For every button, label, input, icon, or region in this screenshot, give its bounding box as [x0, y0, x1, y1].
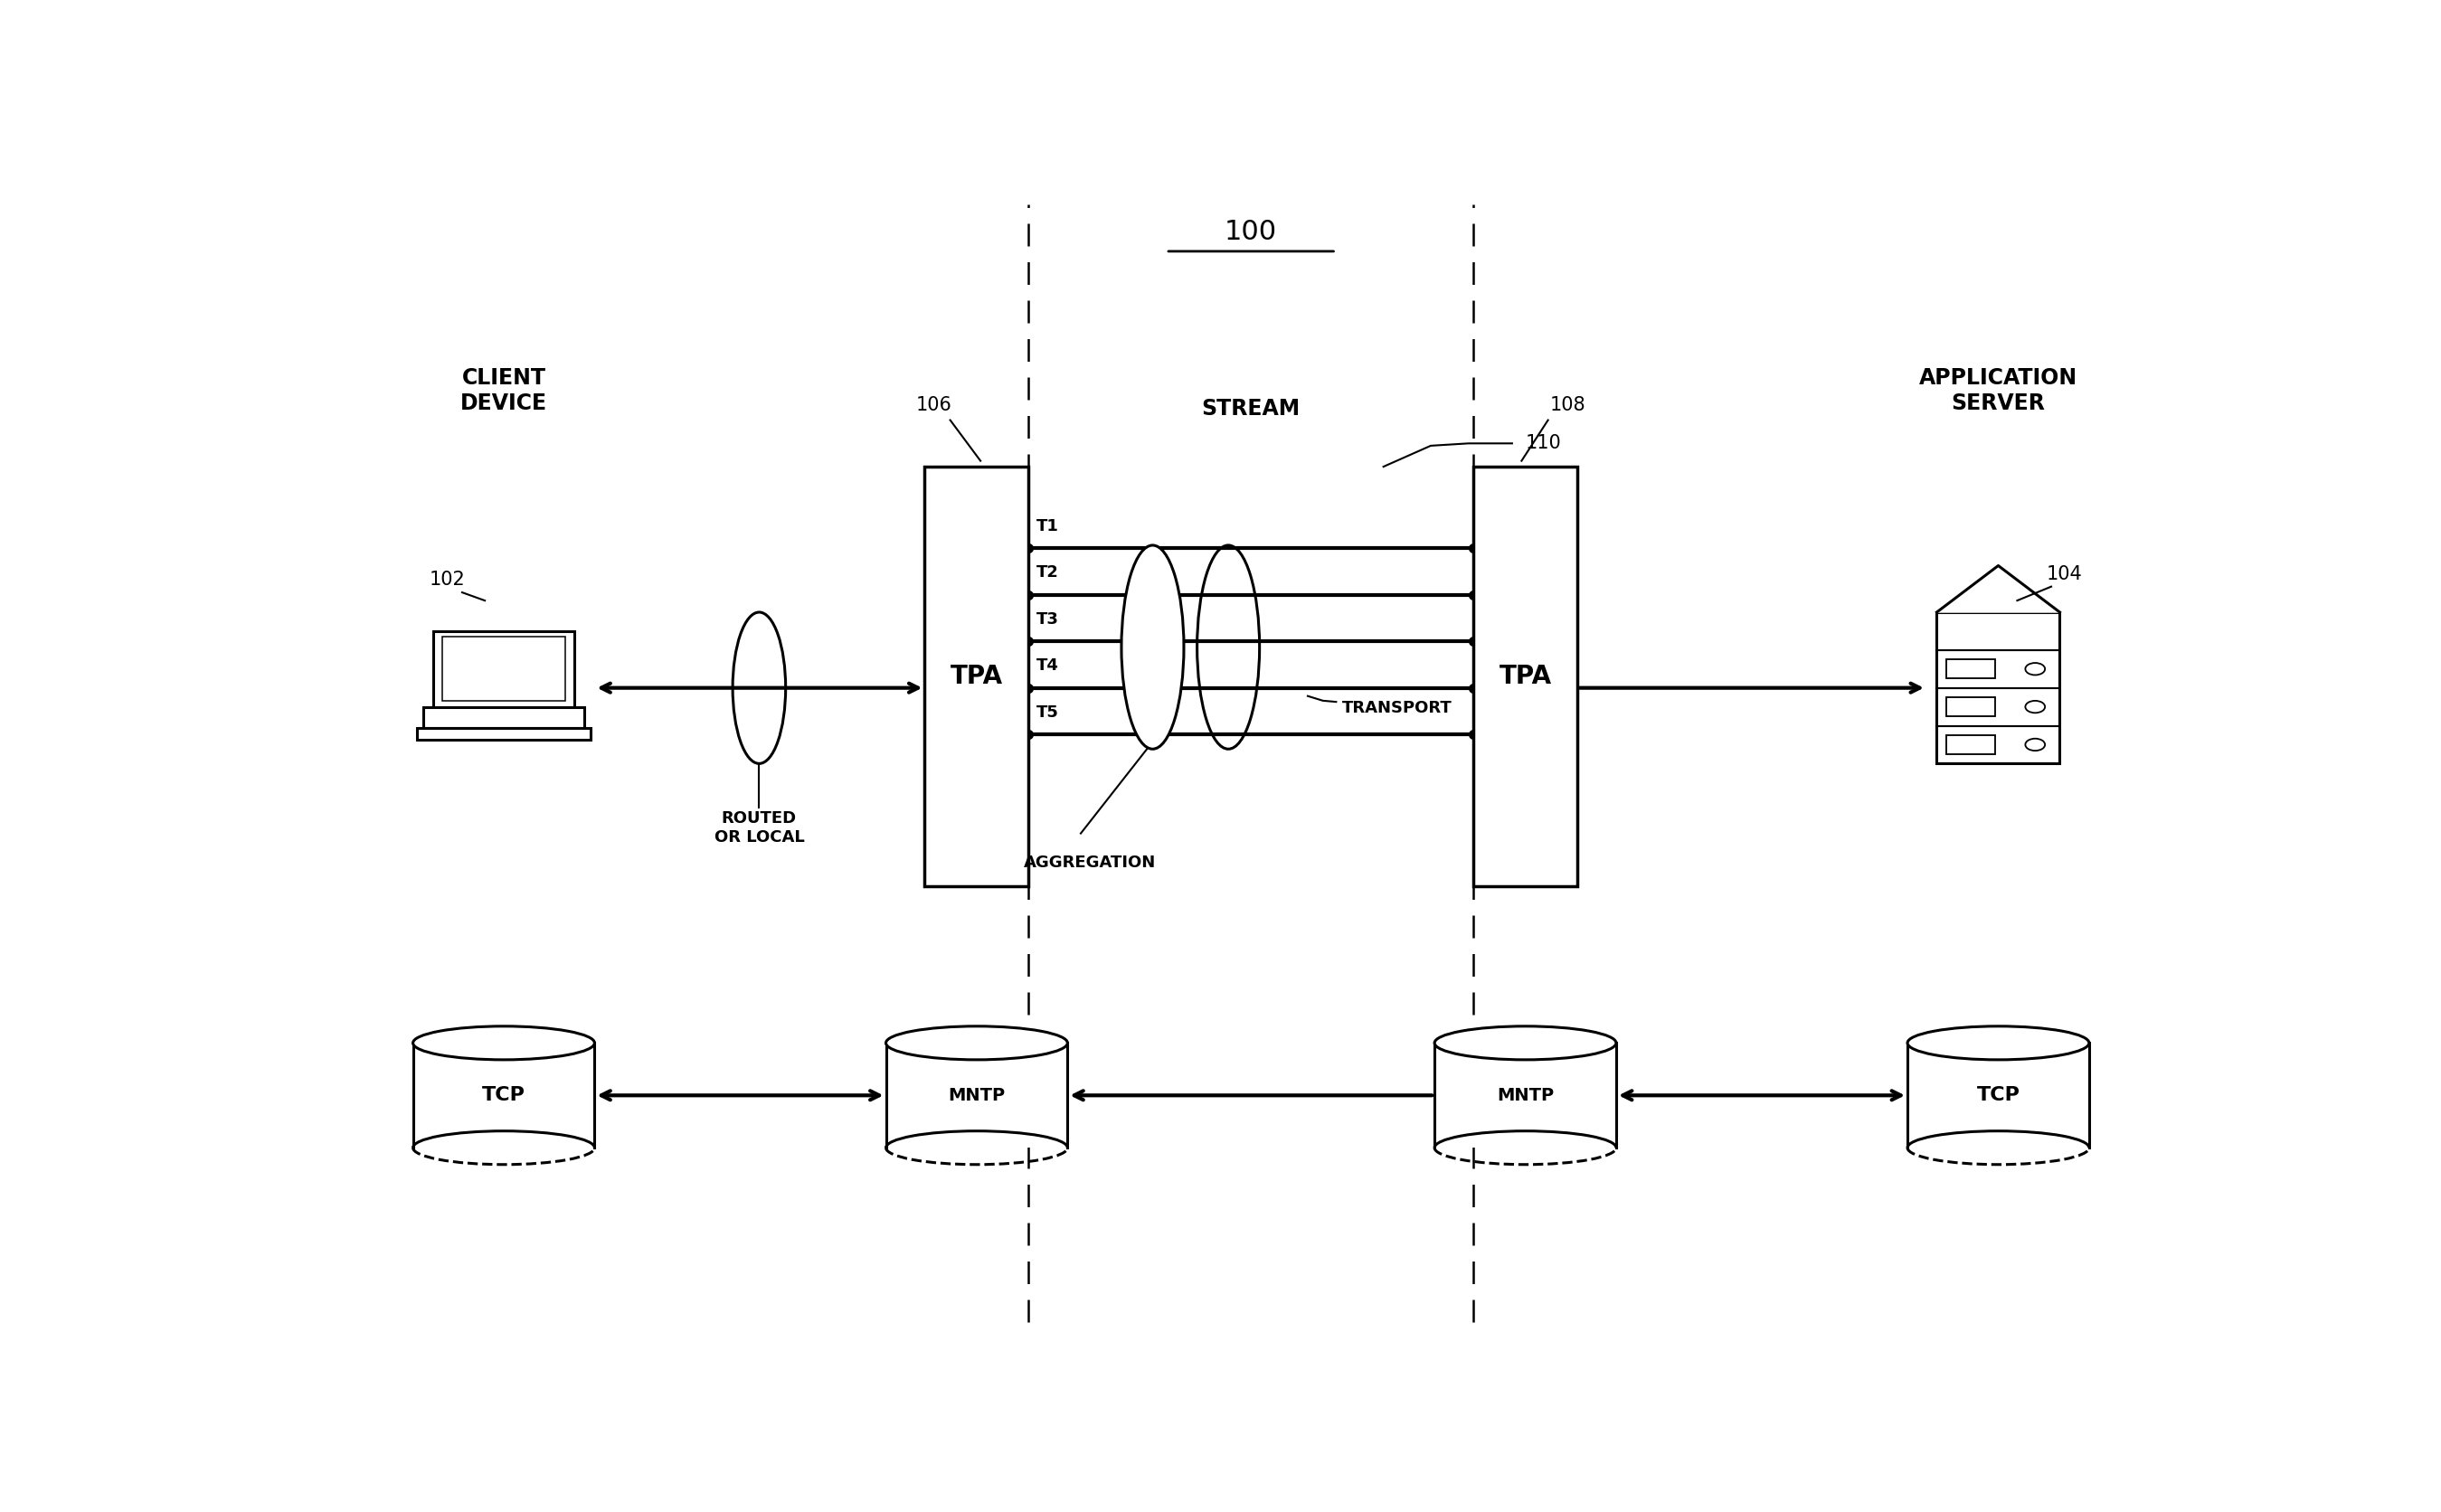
- Text: 102: 102: [430, 572, 464, 590]
- Bar: [1936, 612, 2060, 764]
- Ellipse shape: [1906, 1027, 2089, 1060]
- Ellipse shape: [413, 1027, 596, 1060]
- Text: 106: 106: [915, 396, 952, 414]
- Text: STREAM: STREAM: [1201, 398, 1301, 419]
- Ellipse shape: [732, 612, 786, 764]
- Bar: [925, 467, 1028, 886]
- Text: TPA: TPA: [1499, 664, 1552, 689]
- Text: MNTP: MNTP: [947, 1087, 1006, 1104]
- Bar: [422, 706, 583, 727]
- Ellipse shape: [1435, 1027, 1616, 1060]
- Text: T3: T3: [1037, 611, 1059, 627]
- Circle shape: [2026, 662, 2046, 674]
- Ellipse shape: [886, 1027, 1067, 1060]
- Text: TRANSPORT: TRANSPORT: [1343, 700, 1452, 715]
- Bar: [886, 1043, 1067, 1148]
- Text: APPLICATION
SERVER: APPLICATION SERVER: [1919, 367, 2077, 414]
- Text: ROUTED
OR LOCAL: ROUTED OR LOCAL: [715, 810, 803, 845]
- Text: T2: T2: [1037, 564, 1059, 581]
- Text: T4: T4: [1037, 658, 1059, 674]
- Ellipse shape: [1120, 546, 1184, 748]
- Text: 104: 104: [2046, 565, 2082, 584]
- Text: CLIENT
DEVICE: CLIENT DEVICE: [461, 367, 547, 414]
- Bar: [417, 727, 591, 739]
- Bar: [442, 637, 566, 702]
- Bar: [1945, 697, 1994, 717]
- Text: TCP: TCP: [1977, 1086, 2019, 1104]
- Text: T5: T5: [1037, 705, 1059, 721]
- Text: MNTP: MNTP: [1496, 1087, 1555, 1104]
- Text: TCP: TCP: [483, 1086, 525, 1104]
- Bar: [1945, 735, 1994, 754]
- Circle shape: [2026, 738, 2046, 750]
- Bar: [1945, 659, 1994, 679]
- Text: 110: 110: [1526, 434, 1562, 452]
- Text: 108: 108: [1550, 396, 1587, 414]
- Text: TPA: TPA: [950, 664, 1003, 689]
- Text: T1: T1: [1037, 519, 1059, 534]
- Bar: [413, 1043, 596, 1148]
- Text: 100: 100: [1225, 219, 1277, 245]
- Bar: [1435, 1043, 1616, 1148]
- Bar: [432, 631, 574, 706]
- Text: AGGREGATION: AGGREGATION: [1025, 854, 1157, 871]
- Bar: [1906, 1043, 2089, 1148]
- Bar: [1474, 467, 1577, 886]
- Polygon shape: [1936, 565, 2060, 612]
- Circle shape: [2026, 700, 2046, 712]
